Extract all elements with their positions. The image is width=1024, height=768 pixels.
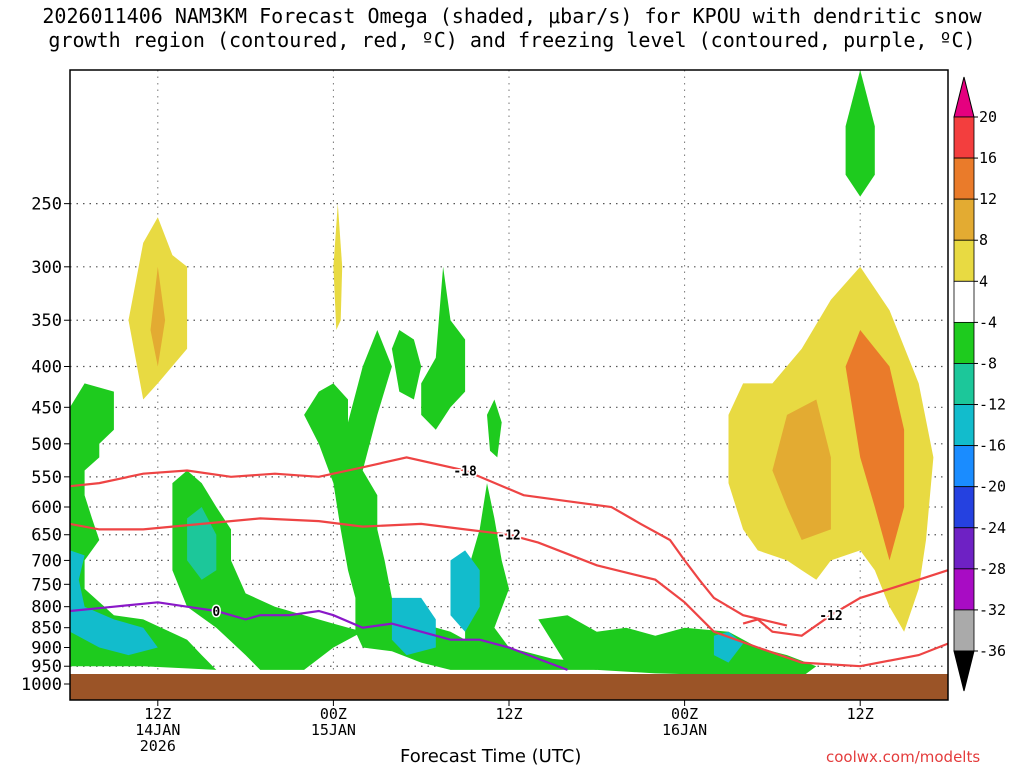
y-tick-label: 750 bbox=[31, 575, 62, 595]
colorbar-label: 12 bbox=[979, 190, 997, 208]
omega-region-down-core-1 bbox=[772, 399, 831, 540]
colorbar: 20 16 12 8 4 -4 -8 -12 -16 -20 -24 -28 -32 -36 bbox=[953, 76, 1006, 692]
temperature-contours: -18 -12 -12 0 bbox=[70, 456, 948, 671]
freezing-level-line bbox=[70, 601, 568, 671]
x-tick-label: 12Z bbox=[144, 705, 171, 723]
y-tick-label: 350 bbox=[31, 311, 62, 331]
colorbar-segment bbox=[953, 486, 975, 529]
dendritic-contour-line-2 bbox=[742, 569, 948, 637]
omega-region-upward-upper-streak bbox=[421, 266, 466, 430]
colorbar-label: -12 bbox=[979, 396, 1006, 414]
omega-region-down-core-2 bbox=[845, 330, 905, 561]
y-tick-label: 400 bbox=[31, 357, 62, 377]
chart-title: 2026011406 NAM3KM Forecast Omega (shaded… bbox=[0, 4, 1024, 52]
colorbar-segment bbox=[953, 280, 975, 323]
y-tick-label: 500 bbox=[31, 435, 62, 455]
x-axis-title: Forecast Time (UTC) bbox=[400, 746, 582, 767]
y-tick-label: 800 bbox=[31, 598, 62, 618]
colorbar-segment bbox=[953, 609, 975, 652]
dendritic-contour-line-1 bbox=[70, 517, 948, 668]
colorbar-label: 16 bbox=[979, 149, 997, 167]
colorbar-label: -28 bbox=[979, 560, 1006, 578]
colorbar-label: -16 bbox=[979, 437, 1006, 455]
site-credit: coolwx.com/modelts bbox=[826, 748, 981, 766]
colorbar-top-triangle bbox=[953, 76, 975, 118]
colorbar-label: 8 bbox=[979, 231, 988, 249]
omega-region-upward-lobe-left bbox=[70, 383, 217, 670]
colorbar-label: 4 bbox=[979, 272, 988, 290]
x-tick-label: 12Z bbox=[495, 705, 522, 723]
y-tick-label: 900 bbox=[31, 638, 62, 658]
y-tick-label: 700 bbox=[31, 551, 62, 571]
colorbar-segment bbox=[953, 527, 975, 570]
colorbar-segment bbox=[953, 404, 975, 447]
x-tick-label: 16JAN bbox=[662, 721, 707, 739]
colorbar-segment bbox=[953, 116, 975, 159]
x-tick-label: 14JAN bbox=[135, 721, 180, 739]
omega-region-upward-core-left bbox=[70, 550, 158, 656]
y-tick-label: 950 bbox=[31, 657, 62, 677]
dendritic-contour-label-0: -18 bbox=[453, 464, 477, 479]
x-tick-label: 2026 bbox=[140, 737, 176, 755]
colorbar-segment bbox=[953, 445, 975, 488]
colorbar-label: -24 bbox=[979, 519, 1006, 537]
omega-region-upward-upper-blob bbox=[391, 330, 422, 400]
chart-title-line-2: growth region (contoured, red, ºC) and f… bbox=[48, 28, 976, 52]
colorbar-segment bbox=[953, 157, 975, 200]
y-axis: 2503003504004505005506006507007508008509… bbox=[21, 195, 70, 695]
omega-region-upward-mid-1 bbox=[172, 470, 363, 670]
omega-region-upward-core-center-1 bbox=[391, 597, 436, 656]
dendritic-contour-label-1: -12 bbox=[497, 529, 520, 544]
colorbar-segment bbox=[953, 321, 975, 364]
y-tick-label: 650 bbox=[31, 526, 62, 546]
freezing-level-label: 0 bbox=[212, 605, 220, 620]
y-tick-label: 300 bbox=[31, 258, 62, 278]
colorbar-label: -4 bbox=[979, 313, 997, 331]
x-tick-label: 00Z bbox=[671, 705, 698, 723]
chart-title-line-1: 2026011406 NAM3KM Forecast Omega (shaded… bbox=[42, 4, 982, 28]
omega-region-upward-core-center-2 bbox=[450, 550, 480, 632]
x-tick-label: 00Z bbox=[320, 705, 347, 723]
omega-region-upward-top-right bbox=[845, 70, 875, 197]
dendritic-contour-line-0 bbox=[70, 456, 788, 627]
omega-region-down-early-core bbox=[150, 266, 166, 367]
colorbar-label: -8 bbox=[979, 354, 997, 372]
x-tick-label: 12Z bbox=[847, 705, 874, 723]
y-tick-label: 250 bbox=[31, 195, 62, 215]
colorbar-segment bbox=[953, 239, 975, 282]
colorbar-label: -36 bbox=[979, 642, 1006, 660]
colorbar-label: -20 bbox=[979, 478, 1006, 496]
omega-shading bbox=[70, 70, 934, 677]
y-tick-label: 850 bbox=[31, 619, 62, 639]
omega-region-upward-right-lower bbox=[538, 615, 817, 677]
omega-region-upward-column-center bbox=[304, 330, 597, 670]
y-tick-label: 550 bbox=[31, 468, 62, 488]
omega-region-upward-small-streak bbox=[487, 399, 502, 458]
colorbar-bottom-triangle bbox=[953, 650, 975, 692]
colorbar-label: -32 bbox=[979, 601, 1006, 619]
omega-region-down-streak-mid bbox=[333, 203, 343, 330]
x-tick-label: 15JAN bbox=[311, 721, 356, 739]
y-tick-label: 450 bbox=[31, 398, 62, 418]
y-tick-label: 600 bbox=[31, 498, 62, 518]
dendritic-contour-label-2: -12 bbox=[819, 609, 842, 624]
colorbar-segment bbox=[953, 198, 975, 241]
y-tick-label: 1000 bbox=[21, 675, 62, 695]
colorbar-label: 20 bbox=[979, 108, 997, 126]
colorbar-segment bbox=[953, 363, 975, 405]
colorbar-segment bbox=[953, 568, 975, 611]
ground-terrain bbox=[70, 674, 948, 700]
